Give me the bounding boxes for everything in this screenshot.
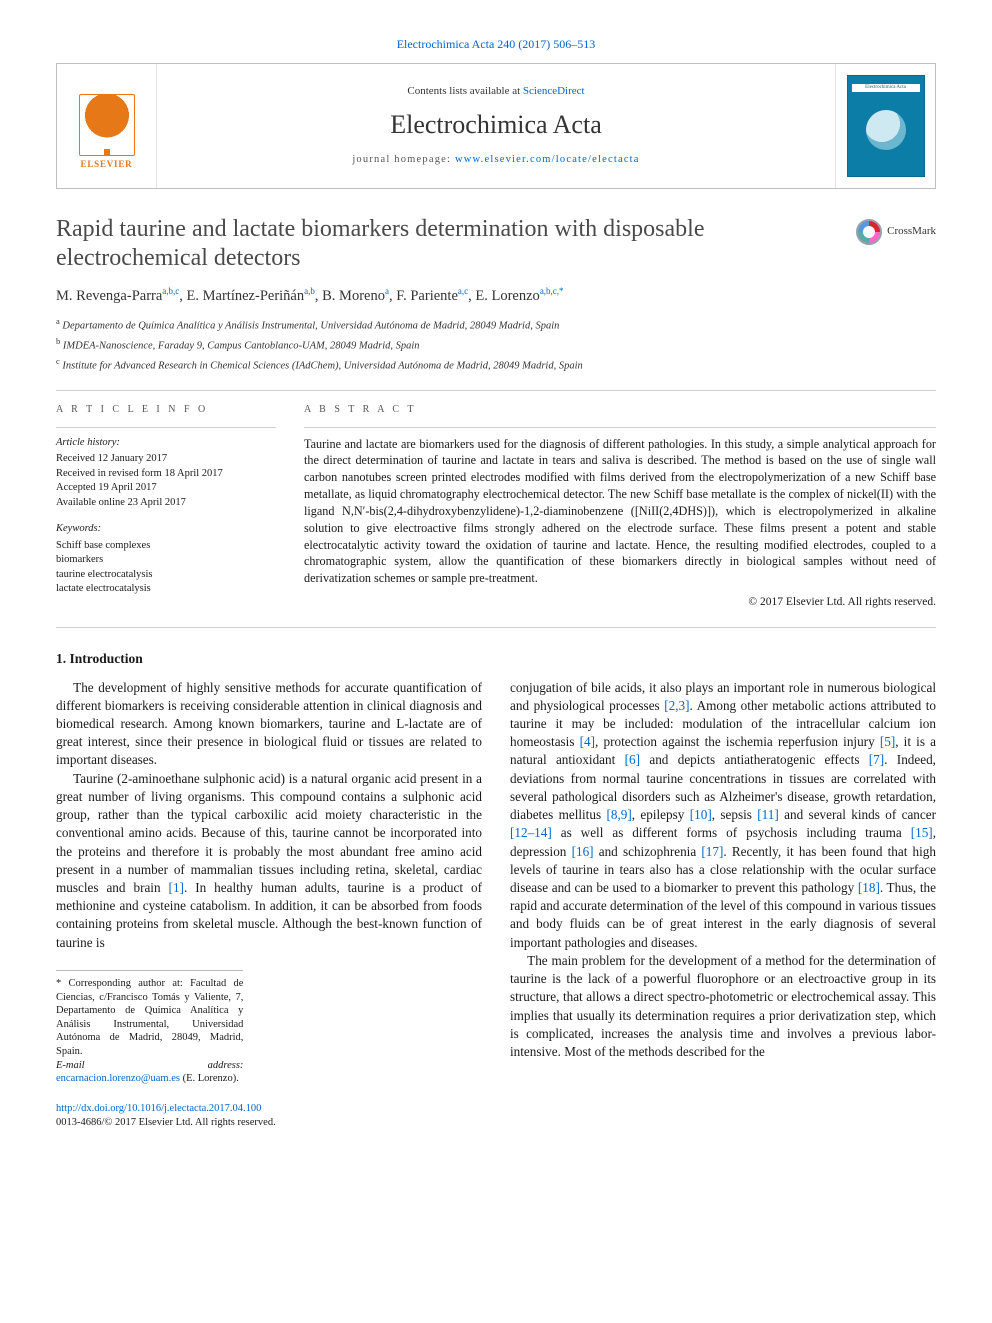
running-head-link[interactable]: Electrochimica Acta 240 (2017) 506–513: [397, 37, 596, 51]
corresponding-email-line: E-mail address: encarnacion.lorenzo@uam.…: [56, 1059, 243, 1086]
intro-para-3: conjugation of bile acids, it also plays…: [510, 679, 936, 952]
history-received: Received 12 January 2017: [56, 452, 276, 466]
article-title: Rapid taurine and lactate biomarkers det…: [56, 215, 842, 274]
bottom-meta: http://dx.doi.org/10.1016/j.electacta.20…: [56, 1102, 936, 1131]
affiliation-c-text: Institute for Advanced Research in Chemi…: [62, 360, 582, 371]
abstract-label: A B S T R A C T: [304, 403, 936, 417]
affiliation-b-text: IMDEA-Nanoscience, Faraday 9, Campus Can…: [63, 340, 420, 351]
contents-available-line: Contents lists available at ScienceDirec…: [165, 84, 827, 99]
citation-ref[interactable]: [16]: [572, 844, 594, 859]
elsevier-logo-label: ELSEVIER: [81, 158, 133, 170]
article-info-block: A R T I C L E I N F O Article history: R…: [56, 403, 276, 611]
email-suffix: (E. Lorenzo).: [180, 1073, 239, 1084]
citation-ref[interactable]: [4]: [580, 734, 595, 749]
intro-para-1: The development of highly sensitive meth…: [56, 679, 482, 770]
cover-globe-icon: [866, 110, 906, 150]
affiliation-a: a Departamento de Química Analítica y An…: [56, 316, 936, 334]
keyword-item: biomarkers: [56, 553, 276, 567]
corresponding-author-note: * Corresponding author at: Facultad de C…: [56, 977, 243, 1059]
citation-ref[interactable]: [17]: [701, 844, 723, 859]
history-online: Available online 23 April 2017: [56, 496, 276, 510]
homepage-prefix: journal homepage:: [352, 154, 455, 165]
journal-homepage-line: journal homepage: www.elsevier.com/locat…: [165, 153, 827, 167]
affiliation-a-text: Departamento de Química Analítica y Anál…: [62, 320, 559, 331]
abstract-copyright: © 2017 Elsevier Ltd. All rights reserved…: [304, 595, 936, 611]
doi-link[interactable]: http://dx.doi.org/10.1016/j.electacta.20…: [56, 1103, 261, 1114]
elsevier-tree-icon: [79, 94, 135, 156]
email-label: E-mail address:: [56, 1060, 243, 1071]
citation-ref[interactable]: [6]: [625, 752, 640, 767]
title-row: Rapid taurine and lactate biomarkers det…: [56, 215, 936, 274]
citation-ref[interactable]: [5]: [880, 734, 895, 749]
history-label: Article history:: [56, 436, 276, 450]
keyword-item: Schiff base complexes: [56, 539, 276, 553]
intro-two-column: The development of highly sensitive meth…: [56, 679, 936, 1086]
contents-prefix: Contents lists available at: [407, 85, 522, 97]
authors-line: M. Revenga-Parraa,b,c, E. Martínez-Periñ…: [56, 285, 936, 306]
citation-ref[interactable]: [2,3]: [664, 698, 689, 713]
section-heading-intro: 1. Introduction: [56, 650, 936, 669]
divider-top: [56, 390, 936, 391]
article-info-label: A R T I C L E I N F O: [56, 403, 276, 417]
citation-ref[interactable]: [7]: [869, 752, 884, 767]
journal-header-banner: ELSEVIER Contents lists available at Sci…: [56, 63, 936, 189]
keyword-item: taurine electrocatalysis: [56, 568, 276, 582]
article-info-divider: [56, 427, 276, 428]
abstract-text: Taurine and lactate are biomarkers used …: [304, 436, 936, 587]
citation-ref[interactable]: [10]: [690, 807, 712, 822]
journal-homepage-link[interactable]: www.elsevier.com/locate/electacta: [455, 154, 640, 165]
abstract-divider: [304, 427, 936, 428]
history-accepted: Accepted 19 April 2017: [56, 481, 276, 495]
keywords-label: Keywords:: [56, 522, 276, 536]
citation-ref[interactable]: [1]: [169, 880, 184, 895]
journal-name: Electrochimica Acta: [165, 107, 827, 143]
corresponding-email[interactable]: encarnacion.lorenzo@uam.es: [56, 1073, 180, 1084]
journal-cover-thumb: Electrochimica Acta: [847, 75, 925, 177]
publisher-logo-cell: ELSEVIER: [57, 64, 157, 188]
crossmark-icon: [856, 219, 882, 245]
citation-ref[interactable]: [12–14]: [510, 825, 552, 840]
history-revised: Received in revised form 18 April 2017: [56, 467, 276, 481]
abstract-block: A B S T R A C T Taurine and lactate are …: [304, 403, 936, 611]
running-head-citation: Electrochimica Acta 240 (2017) 506–513: [56, 36, 936, 53]
affiliation-c: c Institute for Advanced Research in Che…: [56, 356, 936, 374]
sciencedirect-link[interactable]: ScienceDirect: [523, 85, 585, 97]
intro-para-2: Taurine (2-aminoethane sulphonic acid) i…: [56, 770, 482, 952]
intro-para-4: The main problem for the development of …: [510, 952, 936, 1061]
crossmark-widget[interactable]: CrossMark: [856, 215, 936, 245]
meta-abstract-row: A R T I C L E I N F O Article history: R…: [56, 403, 936, 611]
journal-cover-cell: Electrochimica Acta: [835, 64, 935, 188]
affiliation-b: b IMDEA-Nanoscience, Faraday 9, Campus C…: [56, 336, 936, 354]
citation-ref[interactable]: [18]: [858, 880, 880, 895]
journal-header-center: Contents lists available at ScienceDirec…: [157, 64, 835, 188]
issn-copyright-line: 0013-4686/© 2017 Elsevier Ltd. All right…: [56, 1116, 936, 1130]
citation-ref[interactable]: [15]: [911, 825, 933, 840]
keyword-item: lactate electrocatalysis: [56, 582, 276, 596]
citation-ref[interactable]: [8,9]: [606, 807, 631, 822]
divider-mid: [56, 627, 936, 628]
cover-band-top: Electrochimica Acta: [852, 84, 920, 93]
crossmark-label: CrossMark: [887, 224, 936, 239]
elsevier-logo: ELSEVIER: [71, 81, 143, 171]
citation-ref[interactable]: [11]: [757, 807, 778, 822]
footnotes-block: * Corresponding author at: Facultad de C…: [56, 970, 243, 1086]
